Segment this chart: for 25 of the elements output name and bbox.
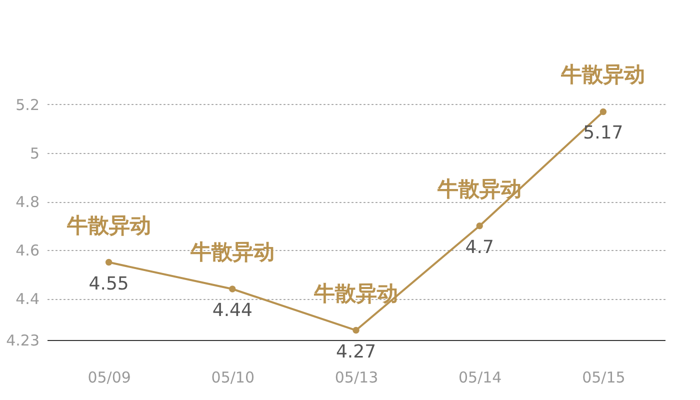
data-label: 5.17 <box>583 122 624 144</box>
y-tick-label: 4.4 <box>16 290 40 308</box>
point <box>476 222 483 230</box>
data-label: 4.55 <box>88 273 129 294</box>
y-tick-label: 4.6 <box>16 242 40 260</box>
point <box>600 108 607 116</box>
data-label: 4.27 <box>336 341 376 362</box>
annotation: 牛散异动 <box>189 240 274 264</box>
y-tick-label: 5.2 <box>16 96 40 114</box>
data-label: 4.44 <box>212 300 252 321</box>
point <box>352 326 360 334</box>
annotation: 牛散异动 <box>66 213 151 238</box>
x-tick-label: 05/15 <box>582 368 626 386</box>
y-tick-label: 4.23 <box>6 332 40 350</box>
point <box>229 286 236 292</box>
x-tick-label: 05/09 <box>88 368 131 386</box>
x-tick-label: 05/13 <box>334 368 378 386</box>
point <box>105 258 112 266</box>
data-label: 4.7 <box>465 236 494 258</box>
y-tick-label: 5 <box>30 144 40 162</box>
x-tick-label: 05/10 <box>211 368 255 386</box>
annotation: 牛散异动 <box>313 281 398 306</box>
annotation: 牛散异动 <box>560 62 646 87</box>
y-tick-label: 4.8 <box>16 193 40 212</box>
x-tick-label: 05/14 <box>458 368 502 386</box>
